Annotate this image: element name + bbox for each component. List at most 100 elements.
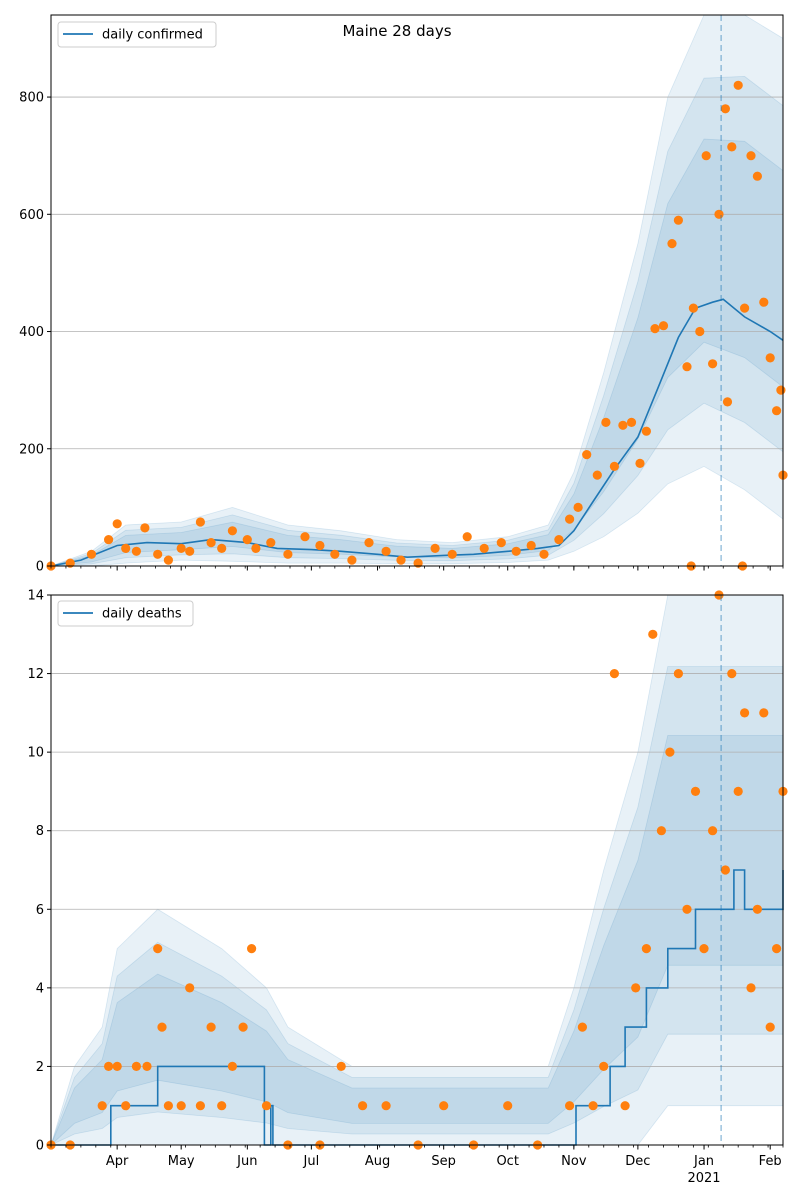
data-point bbox=[503, 1101, 513, 1111]
data-point bbox=[439, 1101, 449, 1111]
data-point bbox=[592, 470, 602, 480]
y-tick-label: 800 bbox=[19, 91, 44, 106]
data-point bbox=[217, 543, 227, 554]
data-point bbox=[121, 543, 131, 554]
data-point bbox=[565, 1101, 575, 1111]
confirmed-x-ticks bbox=[50, 566, 784, 571]
confirmed-lines bbox=[50, 298, 784, 567]
x-tick-label: May bbox=[168, 1154, 195, 1169]
x-tick-label: Oct bbox=[496, 1154, 518, 1169]
data-point bbox=[699, 944, 709, 954]
data-point bbox=[740, 303, 750, 313]
data-point bbox=[650, 324, 660, 334]
data-point bbox=[112, 1061, 122, 1071]
legend-box bbox=[57, 21, 217, 48]
data-point bbox=[97, 1101, 107, 1111]
data-point bbox=[227, 1061, 237, 1071]
y-tick-label: 400 bbox=[19, 325, 44, 340]
data-point bbox=[759, 297, 769, 307]
data-point bbox=[261, 1101, 272, 1111]
data-point bbox=[656, 826, 667, 836]
data-point bbox=[682, 904, 692, 914]
deaths-y-ticks: 0 2 4 6 8 10 12 14 bbox=[27, 589, 51, 1154]
data-point bbox=[176, 543, 186, 554]
y-tick-label: 14 bbox=[27, 589, 44, 604]
data-point bbox=[381, 546, 391, 556]
data-point bbox=[300, 532, 310, 542]
data-point bbox=[195, 1101, 205, 1111]
x-tick-label: Nov bbox=[561, 1154, 587, 1169]
data-point bbox=[733, 786, 743, 797]
y-tick-label: 8 bbox=[36, 824, 44, 839]
data-point bbox=[131, 546, 141, 556]
data-point bbox=[462, 532, 472, 542]
data-point bbox=[573, 502, 583, 512]
data-point bbox=[65, 558, 75, 568]
data-point bbox=[727, 669, 737, 679]
data-point bbox=[776, 385, 786, 395]
data-point bbox=[667, 239, 677, 249]
data-point bbox=[588, 1101, 598, 1111]
data-point bbox=[695, 326, 705, 337]
data-point bbox=[708, 826, 718, 836]
data-point bbox=[112, 519, 122, 529]
deaths-x-ticks: Apr May Jun Jul Aug Sep Oct Nov Dec Jan 2021 Feb bbox=[50, 1145, 784, 1186]
data-point bbox=[618, 420, 628, 430]
x-tick-label: Dec bbox=[625, 1154, 650, 1169]
y-tick-label: 6 bbox=[36, 903, 44, 918]
x-tick-label: Jan bbox=[693, 1154, 714, 1169]
data-point bbox=[217, 1101, 227, 1111]
data-point bbox=[759, 708, 769, 718]
data-point bbox=[752, 904, 763, 914]
data-point bbox=[511, 546, 521, 556]
data-point bbox=[565, 514, 575, 524]
data-point bbox=[336, 1061, 346, 1071]
data-point bbox=[121, 1101, 131, 1111]
data-point bbox=[635, 458, 645, 468]
data-point bbox=[315, 540, 325, 551]
series-line bbox=[51, 869, 784, 1146]
data-point bbox=[364, 538, 374, 548]
series-line bbox=[50, 298, 784, 567]
data-point bbox=[722, 397, 733, 407]
data-point bbox=[526, 540, 536, 551]
data-point bbox=[765, 1022, 775, 1032]
data-point bbox=[641, 426, 652, 436]
data-point bbox=[720, 865, 731, 875]
deaths-confidence-bands bbox=[50, 594, 784, 1146]
data-point bbox=[620, 1101, 630, 1111]
confirmed-confidence-bands bbox=[50, 14, 784, 567]
data-point bbox=[740, 708, 750, 718]
data-point bbox=[86, 549, 97, 559]
data-point bbox=[157, 1022, 167, 1032]
data-point bbox=[140, 523, 150, 533]
data-point bbox=[708, 359, 718, 369]
x-tick-label: Jun bbox=[236, 1154, 257, 1169]
deaths-panel: 0 2 4 6 8 10 12 14 Apr May Jun Jul Aug Sep Oct Nov Dec J… bbox=[27, 589, 788, 1186]
data-point bbox=[206, 538, 216, 548]
data-point bbox=[206, 1022, 216, 1032]
data-point bbox=[765, 353, 775, 363]
y-tick-label: 12 bbox=[27, 667, 44, 682]
x-tick-label: Feb bbox=[759, 1154, 782, 1169]
data-point bbox=[746, 983, 756, 993]
data-point bbox=[227, 526, 237, 536]
y-tick-label: 4 bbox=[36, 981, 44, 996]
deaths-lines bbox=[51, 869, 784, 1146]
data-point bbox=[195, 517, 205, 527]
data-point bbox=[153, 549, 163, 559]
data-point bbox=[720, 104, 731, 114]
data-point bbox=[601, 417, 611, 427]
data-point bbox=[599, 1061, 609, 1071]
data-point bbox=[626, 417, 637, 427]
data-point bbox=[690, 786, 701, 797]
data-point bbox=[554, 535, 564, 545]
data-point bbox=[665, 747, 675, 757]
data-point bbox=[247, 944, 257, 954]
legend-label-confirmed: daily confirmed bbox=[102, 28, 203, 43]
data-point bbox=[153, 944, 163, 954]
data-point bbox=[413, 558, 423, 568]
data-point bbox=[163, 1101, 173, 1111]
x-tick-label: Aug bbox=[365, 1154, 390, 1169]
legend-label-deaths: daily deaths bbox=[102, 607, 182, 622]
